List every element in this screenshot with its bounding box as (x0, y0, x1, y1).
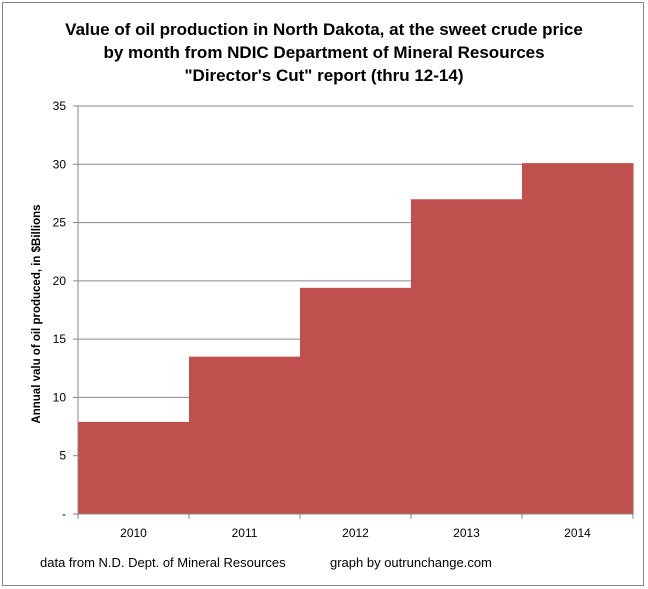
x-tick-label: 2013 (453, 526, 480, 540)
y-tick-label: 20 (53, 274, 67, 288)
y-axis-title: Annual valu of oil produced, in $Billion… (31, 204, 43, 424)
bar-2012 (300, 287, 412, 514)
y-tick-label: 10 (53, 390, 67, 404)
y-tick-label: - (62, 507, 66, 521)
credit-note: graph by outrunchange.com (330, 555, 492, 570)
data-source-note: data from N.D. Dept. of Mineral Resource… (40, 555, 286, 570)
y-tick-label: 5 (59, 449, 66, 463)
chart-title-line-1: Value of oil production in North Dakota,… (65, 20, 583, 39)
y-tick-label: 15 (53, 332, 67, 346)
x-tick-label: 2010 (120, 526, 147, 540)
y-tick-label: 30 (53, 157, 67, 171)
y-tick-label: 25 (53, 216, 67, 230)
chart-title-line-2: by month from NDIC Department of Mineral… (103, 43, 545, 62)
bar-2013 (411, 199, 523, 514)
x-tick-label: 2014 (564, 526, 591, 540)
bar-2010 (78, 421, 190, 514)
bar-2011 (189, 356, 301, 514)
x-tick-label: 2011 (232, 526, 258, 540)
chart-title: Value of oil production in North Dakota,… (0, 18, 648, 87)
chart-title-line-3: "Director's Cut" report (thru 12-14) (184, 66, 464, 85)
y-tick-label: 35 (53, 99, 67, 113)
bar-2014 (522, 163, 634, 514)
x-tick-label: 2012 (342, 526, 369, 540)
